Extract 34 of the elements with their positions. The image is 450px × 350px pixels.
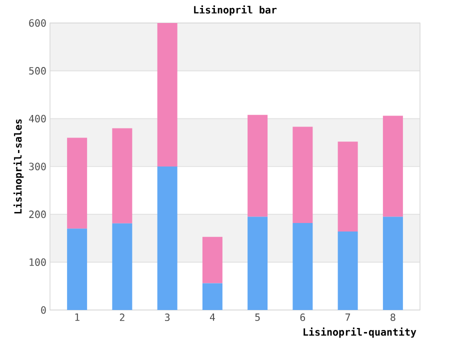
bar: [292, 222, 313, 310]
x-tick-label: 1: [75, 314, 80, 321]
bar: [112, 128, 132, 224]
y-tick-label: 500: [29, 67, 46, 75]
bar: [248, 216, 268, 310]
bar: [338, 232, 358, 310]
bar: [202, 283, 222, 310]
bar: [157, 23, 178, 166]
bar: [157, 166, 178, 310]
bar: [67, 138, 88, 229]
bar: [248, 114, 268, 217]
x-tick-label: 2: [120, 314, 124, 321]
bar: [112, 223, 132, 310]
x-tick-label: 4: [210, 314, 215, 321]
y-axis-title: Lisinopril-sales: [13, 119, 24, 214]
bar: [202, 236, 222, 284]
x-tick-label: 3: [164, 314, 170, 322]
y-tick-label: 400: [28, 114, 46, 122]
y-tick-label: 0: [41, 306, 46, 314]
x-tick-label: 6: [300, 314, 306, 322]
bar: [292, 126, 313, 223]
y-tick-label: 100: [30, 258, 46, 266]
y-tick-label: 200: [29, 210, 46, 218]
x-axis-title: Lisinopril-quantity: [304, 328, 416, 338]
x-tick-label: 7: [345, 314, 350, 321]
y-tick-label: 300: [29, 162, 46, 170]
bar: [338, 142, 358, 232]
x-tick-label: 8: [390, 314, 396, 322]
bar: [382, 116, 403, 217]
x-tick-label: 5: [255, 314, 260, 321]
bar: [382, 216, 403, 310]
y-tick-label: 600: [29, 19, 46, 27]
chart-title: Lisinopril bar: [194, 5, 277, 16]
bar: [67, 228, 88, 310]
